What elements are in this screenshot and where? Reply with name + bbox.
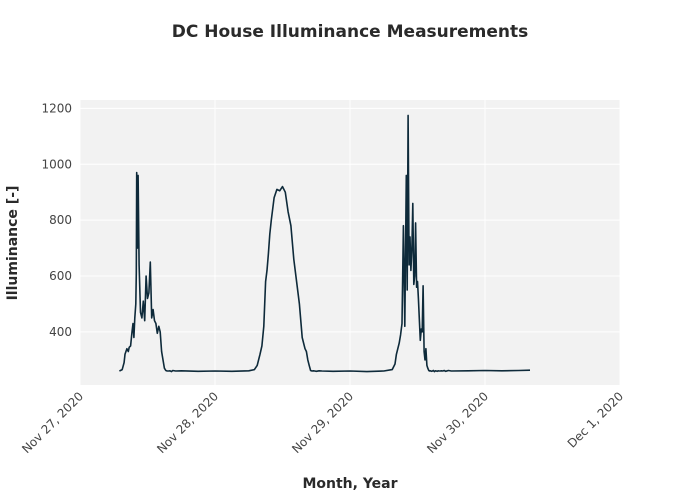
grid-lines (79, 100, 621, 385)
x-tick-label: Dec 1, 2020 (565, 389, 626, 450)
y-tick-label: 1200 (41, 101, 72, 115)
y-tick-label: 800 (49, 213, 72, 227)
x-tick-labels: Nov 27, 2020 Nov 28, 2020 Nov 29, 2020 Nov … (19, 389, 626, 456)
x-tick-label: Nov 30, 2020 (424, 389, 491, 456)
x-axis-title: Month, Year (302, 476, 397, 492)
y-tick-label: 600 (49, 269, 72, 283)
series-line (119, 114, 531, 373)
x-tick-label: Nov 28, 2020 (154, 389, 221, 456)
y-axis-title: Illuminance [-] (5, 186, 21, 301)
x-tick-label: Nov 27, 2020 (19, 389, 86, 456)
y-tick-label: 1000 (41, 157, 72, 171)
y-tick-label: 400 (49, 325, 72, 339)
chart-title: DC House Illuminance Measurements (172, 22, 529, 42)
x-tick-label: Nov 29, 2020 (289, 389, 356, 456)
y-tick-labels: 400 600 800 1000 1200 (41, 101, 72, 339)
